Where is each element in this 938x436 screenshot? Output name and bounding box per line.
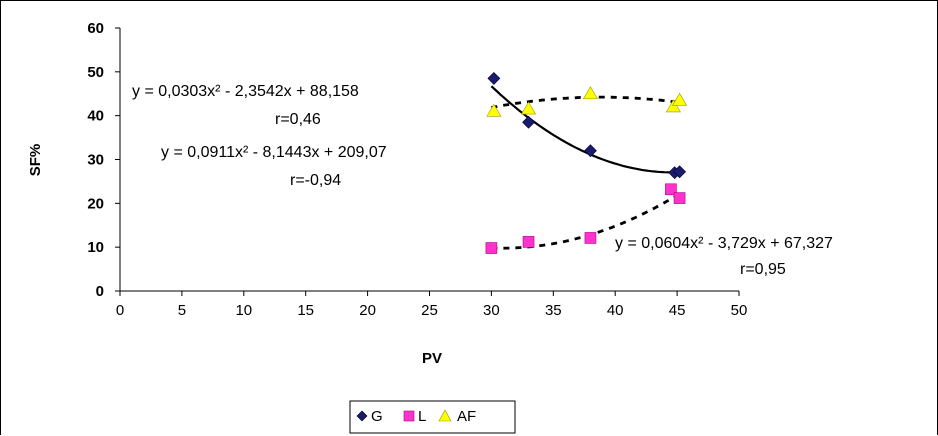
y-tick-label: 40 [87,108,104,125]
point-af [486,103,502,117]
y-tick-label: 0 [96,283,104,300]
x-ticks: 0 5 10 15 20 25 30 35 40 45 50 [116,291,748,319]
y-axis-title: SF% [27,144,44,177]
point-g [522,115,535,129]
x-tick-label: 10 [235,302,252,319]
x-tick-label: 15 [297,302,314,319]
y-tick-label: 60 [87,20,104,37]
trendline-af [491,95,680,109]
point-g [673,165,687,179]
y-tick-label: 20 [87,195,104,212]
r-value-l: r=0,95 [740,261,786,278]
y-ticks: 0 10 20 30 40 50 60 [87,20,120,300]
x-tick-label: 25 [421,302,438,319]
point-af [672,92,688,106]
y-tick-label: 30 [87,152,104,169]
trend-lines [490,85,681,250]
point-l [665,183,677,196]
point-l [522,236,535,248]
point-g [487,71,501,85]
x-tick-label: 5 [178,302,186,319]
legend-l-marker-icon [403,410,415,422]
x-tick-label: 50 [731,302,748,319]
legend-af-marker-icon [438,409,452,422]
point-l [485,242,498,254]
point-g [584,144,597,158]
r-value-af: r=0,46 [275,111,321,128]
legend: G L AF [349,400,516,434]
x-tick-label: 20 [359,302,376,319]
x-tick-label: 0 [116,302,124,319]
point-l [584,232,597,244]
point-af [665,99,681,113]
legend-af-label: AF [457,408,476,425]
equation-g: y = 0,0911x² - 8,1443x + 209,07 [161,144,387,161]
data-points [485,71,688,254]
point-af [521,101,537,115]
x-axis-title: PV [422,350,442,367]
x-tick-label: 35 [545,302,562,319]
r-value-g: r=-0,94 [290,172,341,189]
legend-box [349,400,516,434]
equation-af: y = 0,0303x² - 2,3542x + 88,158 [132,83,359,100]
equation-l: y = 0,0604x² - 3,729x + 67,327 [615,235,833,252]
legend-g-marker-icon [356,410,368,422]
legend-l-label: L [418,408,426,425]
point-af [582,86,598,100]
y-tick-label: 10 [87,239,104,256]
x-tick-label: 45 [669,302,686,319]
x-tick-label: 30 [483,302,500,319]
legend-g-label: G [371,408,383,425]
x-tick-label: 40 [607,302,624,319]
y-tick-label: 50 [87,64,104,81]
point-l [673,192,686,204]
